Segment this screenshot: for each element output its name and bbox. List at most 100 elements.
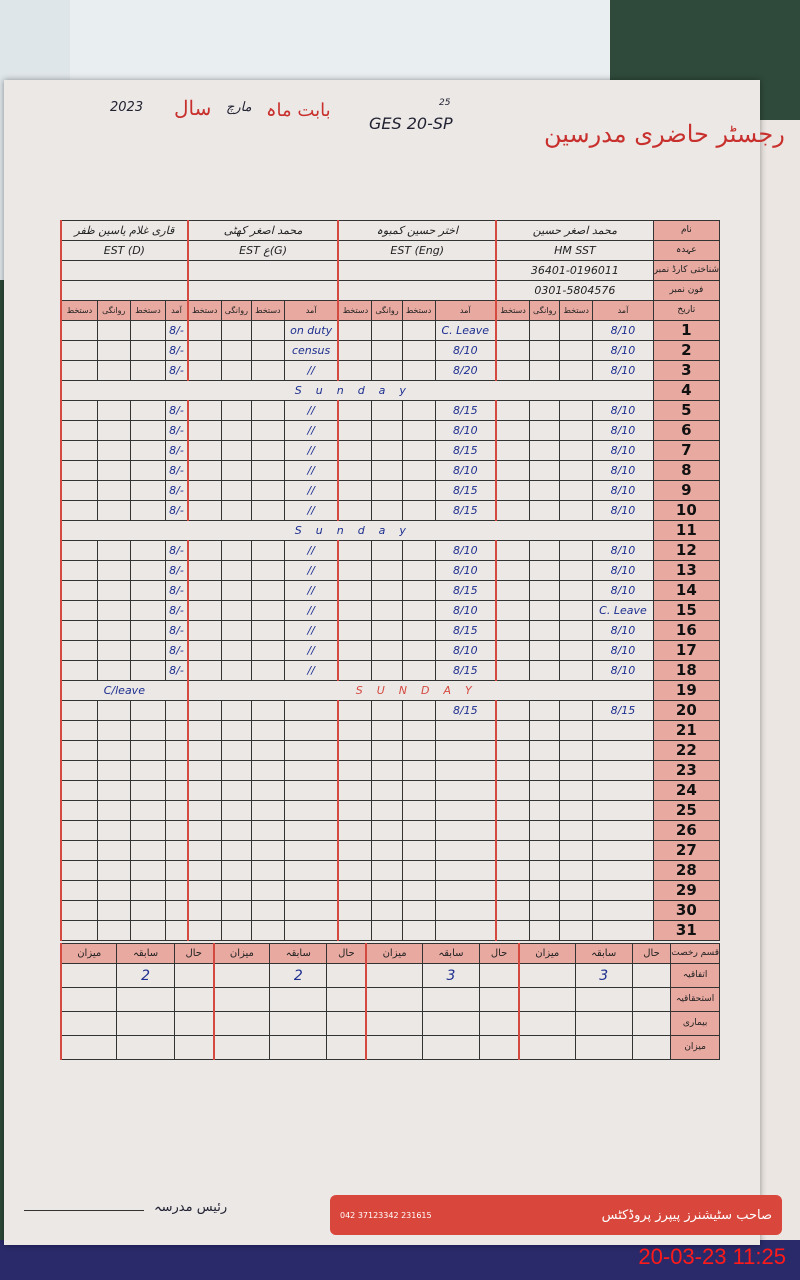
attendance-grid: قاری غلام یاسین ظفر محمد اصغر کھٹی اختر حس… (59, 220, 721, 941)
signature-cell (250, 740, 285, 761)
signature-cell (220, 540, 252, 561)
date-number: 11 (652, 520, 721, 541)
signature-cell (220, 840, 252, 861)
arrival-time: 8/10 (592, 500, 654, 521)
signature-cell (59, 760, 98, 781)
signature-cell (371, 600, 403, 621)
signature-cell (337, 360, 373, 381)
arrival-time: 8/10 (592, 400, 654, 421)
summary-cell (518, 1035, 576, 1060)
signature-cell (401, 820, 436, 841)
date-number: 1 (652, 320, 721, 341)
teacher-designation: EST ع(G) (186, 240, 339, 261)
column-header: دستخط (337, 300, 373, 321)
signature-cell (283, 780, 339, 801)
signature-cell (129, 360, 167, 381)
signature-cell (434, 720, 497, 741)
signature-cell (283, 900, 339, 921)
arrival-time: 8/10 (592, 560, 654, 581)
signature-cell (129, 800, 167, 821)
background-sheet (0, 0, 610, 90)
signature-cell (529, 740, 561, 761)
summary-cell (518, 963, 576, 988)
signature-cell (559, 480, 594, 501)
signature-cell (559, 820, 594, 841)
signature-cell (495, 320, 531, 341)
principal-signature-label: رئیس مدرسہ (154, 1200, 228, 1215)
signature-cell (592, 800, 654, 821)
day-row: 8/-//8/10 8/10 13 (59, 560, 721, 581)
column-header: روانگی (220, 300, 252, 321)
signature-cell (371, 640, 403, 661)
signature-cell (592, 920, 654, 941)
signature-cell (401, 400, 436, 421)
signature-cell (220, 440, 252, 461)
signature-cell (59, 600, 98, 621)
signature-cell (559, 780, 594, 801)
arrival-time: 8/10 (434, 540, 497, 561)
day-row: Sunday 4 (59, 380, 721, 401)
arrival-time: 8/10 (592, 320, 654, 341)
signature-cell (129, 480, 167, 501)
signature-cell (401, 760, 436, 781)
signature-cell (434, 820, 497, 841)
signature-cell (495, 620, 531, 641)
signature-cell (129, 900, 167, 921)
previous-leave-count (116, 1035, 175, 1060)
summary-row: استحقاقیہ (60, 987, 720, 1012)
signature-cell (283, 860, 339, 881)
signature-cell (495, 400, 531, 421)
signature-cell (59, 440, 98, 461)
publisher-banner: 042 37123342 231615 صاحب سٹیشنرز پیپرز پ… (330, 1195, 782, 1235)
signature-cell (592, 840, 654, 861)
signature-cell (495, 440, 531, 461)
signature-cell (250, 580, 285, 601)
signature-cell (220, 360, 252, 381)
signature-cell (129, 820, 167, 841)
signature-cell (337, 500, 373, 521)
signature-cell (59, 640, 98, 661)
signature-cell (401, 840, 436, 861)
arrival-time: 8/10 (434, 420, 497, 441)
signature-cell (186, 400, 222, 421)
summary-col-header: میزان (60, 943, 118, 964)
signature-cell (186, 700, 222, 721)
signature-cell (59, 400, 98, 421)
signature-cell (186, 620, 222, 641)
signature-cell (129, 860, 167, 881)
signature-cell (186, 900, 222, 921)
signature-cell (220, 480, 252, 501)
signature-cell (529, 660, 561, 681)
signature-cell (250, 440, 285, 461)
signature-cell (220, 620, 252, 641)
date-number: 18 (652, 660, 721, 681)
column-header: آمد (592, 300, 654, 321)
signature-cell (250, 900, 285, 921)
signature-cell (337, 780, 373, 801)
signature-cell (129, 400, 167, 421)
signature-cell (165, 760, 189, 781)
arrival-time: // (283, 360, 339, 381)
summary-cell (326, 963, 367, 988)
teacher-phone: 0301-5804576 (495, 280, 654, 301)
year-value: 2023 (110, 100, 144, 115)
date-number: 27 (652, 840, 721, 861)
signature-cell (371, 440, 403, 461)
day-row: 8/15 8/15 20 (59, 700, 721, 721)
signature-cell (250, 600, 285, 621)
signature-cell (529, 920, 561, 941)
signature-cell (371, 660, 403, 681)
signature-cell (371, 760, 403, 781)
signature-cell (59, 840, 98, 861)
signature-cell (129, 320, 167, 341)
column-header: دستخط (559, 300, 594, 321)
signature-cell (371, 360, 403, 381)
signature-cell (96, 740, 131, 761)
header-row-cnic: 36401-0196011 شناختی کارڈ نمبر (60, 260, 721, 281)
signature-cell (401, 780, 436, 801)
signature-cell (337, 340, 373, 361)
signature-cell (186, 740, 222, 761)
signature-cell (401, 560, 436, 581)
signature-cell (401, 600, 436, 621)
signature-cell (529, 420, 561, 441)
